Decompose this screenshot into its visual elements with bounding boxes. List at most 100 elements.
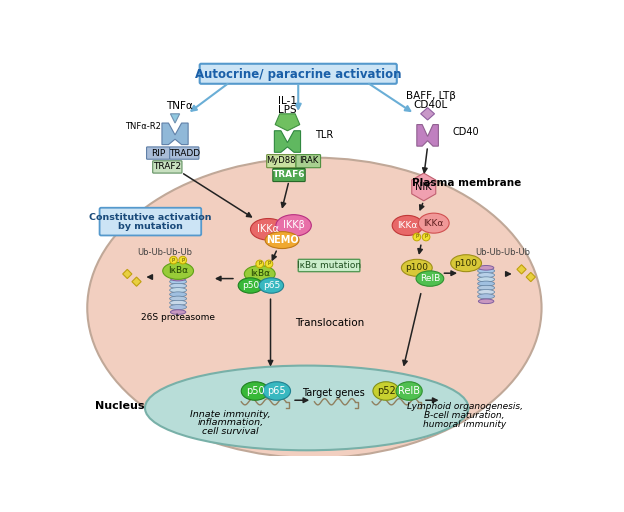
Ellipse shape [396, 382, 422, 400]
Ellipse shape [170, 310, 186, 314]
Ellipse shape [477, 272, 495, 278]
Ellipse shape [479, 266, 494, 270]
Circle shape [179, 256, 187, 264]
FancyBboxPatch shape [273, 168, 305, 182]
Text: p100: p100 [406, 263, 428, 272]
Text: by mutation: by mutation [118, 223, 183, 231]
Ellipse shape [479, 299, 494, 304]
Ellipse shape [416, 271, 444, 286]
Text: IL-1: IL-1 [278, 96, 297, 106]
Text: RelB: RelB [398, 386, 420, 396]
Text: P: P [415, 234, 419, 240]
Text: p50: p50 [242, 281, 259, 290]
Text: IRAK: IRAK [299, 156, 318, 165]
Circle shape [413, 233, 421, 241]
FancyBboxPatch shape [298, 260, 360, 272]
Circle shape [265, 260, 273, 268]
Text: Autocrine/ paracrine activation: Autocrine/ paracrine activation [195, 68, 401, 81]
FancyBboxPatch shape [153, 161, 182, 173]
FancyBboxPatch shape [296, 155, 321, 168]
Text: Plasma membrane: Plasma membrane [412, 178, 522, 188]
Ellipse shape [170, 288, 187, 293]
Ellipse shape [477, 290, 495, 294]
Text: NIK: NIK [416, 182, 432, 192]
Ellipse shape [87, 158, 542, 458]
Ellipse shape [170, 279, 187, 284]
Ellipse shape [477, 285, 495, 290]
Text: Ub-Ub-Ub-Ub: Ub-Ub-Ub-Ub [137, 248, 192, 257]
Polygon shape [162, 123, 188, 144]
Ellipse shape [477, 277, 495, 282]
Text: 26S proteasome: 26S proteasome [141, 313, 215, 323]
Ellipse shape [238, 278, 263, 293]
Text: P: P [172, 258, 175, 263]
Text: p65: p65 [267, 386, 286, 396]
Text: B-cell maturation,: B-cell maturation, [424, 411, 505, 420]
Text: CD40: CD40 [452, 127, 479, 137]
Ellipse shape [170, 292, 187, 297]
Ellipse shape [170, 301, 187, 305]
Text: Translocation: Translocation [295, 318, 364, 328]
Ellipse shape [163, 263, 193, 280]
Ellipse shape [477, 281, 495, 286]
Text: TNFα: TNFα [166, 101, 193, 111]
Text: IκBα mutation: IκBα mutation [297, 261, 361, 270]
Text: TLR: TLR [315, 131, 333, 140]
Ellipse shape [170, 284, 187, 288]
Text: MyD88: MyD88 [266, 156, 296, 165]
Text: Nucleus: Nucleus [95, 401, 144, 412]
Text: RelB: RelB [420, 274, 440, 283]
Polygon shape [517, 265, 526, 274]
Circle shape [170, 256, 177, 264]
Text: IKKβ: IKKβ [283, 220, 305, 230]
Text: RIP: RIP [151, 148, 165, 158]
Text: IKKα: IKKα [257, 224, 279, 234]
Text: LPS: LPS [278, 105, 297, 115]
Ellipse shape [170, 296, 187, 301]
Ellipse shape [263, 382, 291, 400]
Ellipse shape [241, 382, 269, 400]
Polygon shape [526, 272, 535, 282]
Ellipse shape [392, 216, 423, 236]
Text: P: P [267, 262, 271, 266]
Ellipse shape [373, 382, 399, 400]
Text: Constitutive activation: Constitutive activation [89, 214, 212, 222]
Ellipse shape [250, 219, 286, 240]
Text: Innate immunity,: Innate immunity, [190, 410, 271, 419]
FancyBboxPatch shape [200, 64, 397, 84]
Text: TNFα-R2: TNFα-R2 [125, 122, 161, 131]
Ellipse shape [170, 305, 187, 310]
Text: CD40L: CD40L [414, 100, 448, 110]
Ellipse shape [451, 254, 482, 272]
Text: p65: p65 [263, 281, 280, 290]
Text: TRAF2: TRAF2 [154, 162, 182, 172]
Text: p50: p50 [246, 386, 265, 396]
Text: IKKα: IKKα [397, 221, 417, 230]
Polygon shape [275, 114, 300, 131]
Text: Lymphoid organogenesis,: Lymphoid organogenesis, [407, 402, 522, 411]
Polygon shape [132, 277, 141, 286]
Text: p52: p52 [377, 386, 396, 396]
Text: Target genes: Target genes [302, 388, 365, 397]
Ellipse shape [145, 366, 469, 450]
Text: IκBα: IκBα [250, 269, 270, 279]
Polygon shape [412, 173, 436, 201]
Ellipse shape [170, 276, 186, 281]
Ellipse shape [259, 278, 284, 293]
Text: p100: p100 [455, 259, 477, 268]
Text: P: P [424, 234, 427, 240]
Text: IκBα: IκBα [168, 266, 188, 275]
Polygon shape [421, 108, 434, 120]
Text: IKKα: IKKα [424, 219, 444, 228]
Ellipse shape [477, 294, 495, 299]
Ellipse shape [477, 268, 495, 273]
FancyBboxPatch shape [147, 147, 170, 159]
Text: P: P [258, 262, 261, 266]
Ellipse shape [418, 213, 449, 233]
Polygon shape [417, 124, 439, 146]
Polygon shape [275, 131, 301, 152]
Text: cell survival: cell survival [202, 426, 259, 436]
Text: humoral immunity: humoral immunity [423, 420, 506, 430]
Text: NEMO: NEMO [266, 235, 298, 245]
Text: BAFF, LTβ: BAFF, LTβ [406, 91, 456, 101]
